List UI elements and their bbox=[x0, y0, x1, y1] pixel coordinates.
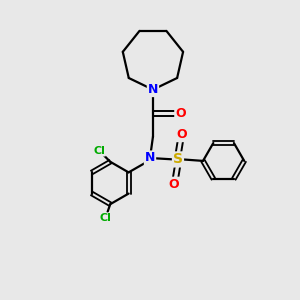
Text: S: S bbox=[173, 152, 183, 167]
Text: N: N bbox=[148, 83, 158, 96]
Text: Cl: Cl bbox=[100, 213, 112, 223]
Text: N: N bbox=[145, 152, 155, 164]
Text: O: O bbox=[175, 107, 186, 120]
Text: O: O bbox=[169, 178, 179, 191]
Text: Cl: Cl bbox=[93, 146, 105, 156]
Text: O: O bbox=[176, 128, 187, 141]
